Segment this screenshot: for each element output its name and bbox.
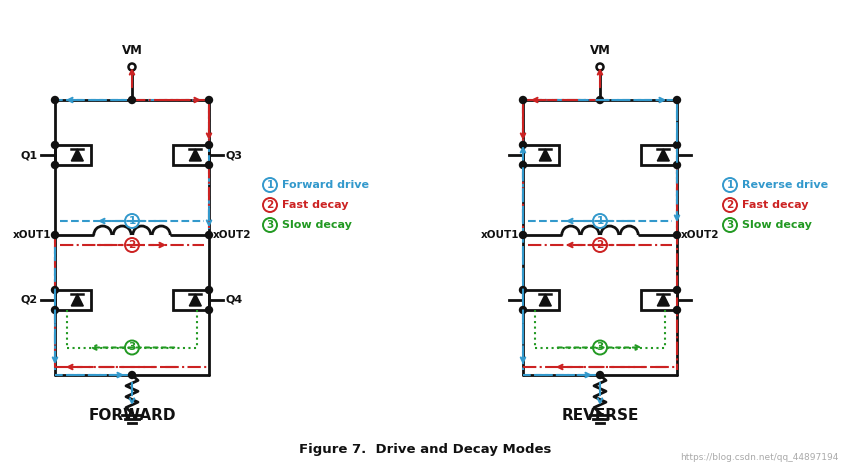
Text: 1: 1 bbox=[727, 180, 734, 190]
Circle shape bbox=[519, 232, 526, 238]
Text: Reverse drive: Reverse drive bbox=[742, 180, 828, 190]
Bar bbox=[641, 290, 677, 310]
Text: FORWARD: FORWARD bbox=[88, 407, 176, 423]
Circle shape bbox=[206, 287, 212, 293]
Circle shape bbox=[206, 162, 212, 169]
Text: 2: 2 bbox=[128, 240, 136, 250]
Circle shape bbox=[52, 232, 59, 238]
Text: 1: 1 bbox=[597, 216, 603, 226]
Text: Q4: Q4 bbox=[226, 295, 243, 305]
Circle shape bbox=[519, 306, 526, 313]
Text: 3: 3 bbox=[727, 220, 734, 230]
Text: Figure 7.  Drive and Decay Modes: Figure 7. Drive and Decay Modes bbox=[299, 444, 551, 456]
Text: Q1: Q1 bbox=[21, 150, 38, 160]
Circle shape bbox=[519, 287, 526, 293]
Text: 1: 1 bbox=[128, 216, 136, 226]
Circle shape bbox=[673, 306, 681, 313]
Polygon shape bbox=[190, 149, 201, 161]
Circle shape bbox=[519, 141, 526, 149]
Polygon shape bbox=[539, 149, 552, 161]
Text: Fast decay: Fast decay bbox=[742, 200, 808, 210]
Circle shape bbox=[673, 141, 681, 149]
Text: VM: VM bbox=[590, 44, 610, 57]
Text: 2: 2 bbox=[597, 240, 603, 250]
Polygon shape bbox=[71, 149, 83, 161]
Text: xOUT2: xOUT2 bbox=[213, 230, 252, 240]
Text: xOUT1: xOUT1 bbox=[13, 230, 51, 240]
Text: 3: 3 bbox=[266, 220, 274, 230]
Text: xOUT1: xOUT1 bbox=[480, 230, 519, 240]
Bar bbox=[173, 145, 209, 165]
Bar bbox=[173, 290, 209, 310]
Polygon shape bbox=[657, 294, 669, 306]
Circle shape bbox=[52, 141, 59, 149]
Text: Forward drive: Forward drive bbox=[282, 180, 369, 190]
Polygon shape bbox=[71, 294, 83, 306]
Text: Slow decay: Slow decay bbox=[742, 220, 812, 230]
Circle shape bbox=[519, 162, 526, 169]
Circle shape bbox=[52, 96, 59, 103]
Bar bbox=[55, 145, 91, 165]
Circle shape bbox=[673, 96, 681, 103]
Bar bbox=[523, 145, 559, 165]
Text: VM: VM bbox=[122, 44, 143, 57]
Circle shape bbox=[206, 306, 212, 313]
Circle shape bbox=[206, 96, 212, 103]
Circle shape bbox=[128, 371, 135, 378]
Circle shape bbox=[597, 371, 603, 378]
Bar bbox=[55, 290, 91, 310]
Circle shape bbox=[52, 306, 59, 313]
Circle shape bbox=[206, 232, 212, 238]
Circle shape bbox=[52, 287, 59, 293]
Text: 2: 2 bbox=[266, 200, 274, 210]
Circle shape bbox=[673, 162, 681, 169]
Circle shape bbox=[673, 287, 681, 293]
Polygon shape bbox=[190, 294, 201, 306]
Text: 1: 1 bbox=[266, 180, 274, 190]
Text: Slow decay: Slow decay bbox=[282, 220, 352, 230]
Text: Fast decay: Fast decay bbox=[282, 200, 348, 210]
Bar bbox=[523, 290, 559, 310]
Text: 3: 3 bbox=[128, 343, 136, 352]
Text: xOUT2: xOUT2 bbox=[681, 230, 719, 240]
Text: 3: 3 bbox=[597, 343, 603, 352]
Circle shape bbox=[206, 141, 212, 149]
Polygon shape bbox=[657, 149, 669, 161]
Polygon shape bbox=[539, 294, 552, 306]
Text: Q3: Q3 bbox=[226, 150, 243, 160]
Circle shape bbox=[673, 232, 681, 238]
Text: Q2: Q2 bbox=[21, 295, 38, 305]
Circle shape bbox=[597, 96, 603, 103]
Text: REVERSE: REVERSE bbox=[561, 407, 638, 423]
Circle shape bbox=[52, 162, 59, 169]
Bar bbox=[641, 145, 677, 165]
Text: https://blog.csdn.net/qq_44897194: https://blog.csdn.net/qq_44897194 bbox=[680, 454, 838, 462]
Circle shape bbox=[128, 96, 135, 103]
Circle shape bbox=[519, 96, 526, 103]
Text: 2: 2 bbox=[727, 200, 734, 210]
